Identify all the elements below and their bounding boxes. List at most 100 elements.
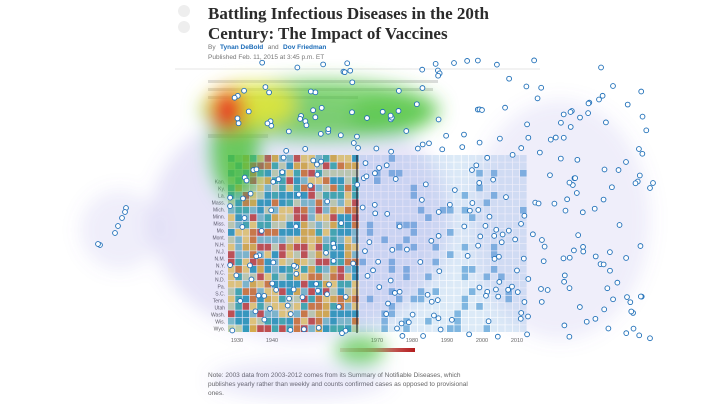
grid-cell	[447, 169, 454, 177]
fixation	[383, 311, 390, 317]
fixation	[561, 272, 568, 279]
grid-cell	[410, 317, 418, 325]
fixation	[227, 203, 233, 209]
fixations	[95, 57, 656, 342]
fixation	[295, 191, 302, 198]
fixation	[372, 210, 379, 217]
grid-cell	[454, 325, 461, 332]
fixation	[247, 262, 253, 269]
fixation	[623, 159, 629, 165]
fixation	[567, 124, 574, 130]
grid-cell	[439, 295, 447, 303]
state-label: Wyo.	[214, 326, 225, 332]
grid-cell	[461, 273, 469, 281]
year-label: 1990	[441, 338, 453, 344]
fixation	[484, 154, 491, 161]
fixation	[491, 255, 498, 262]
fixation	[435, 209, 442, 215]
grid-cell	[395, 310, 403, 318]
fixation	[283, 148, 290, 154]
grid-cell	[468, 243, 476, 251]
fixation	[637, 243, 644, 249]
fixation	[403, 128, 410, 134]
fixation	[636, 146, 642, 152]
fixation	[95, 241, 101, 247]
fixation	[636, 332, 643, 339]
fixation	[459, 144, 466, 150]
grid-cell	[403, 325, 410, 332]
fixation	[561, 322, 568, 329]
fixation	[571, 247, 577, 254]
fixation	[331, 244, 338, 251]
fixation	[372, 170, 378, 177]
fixation	[544, 287, 551, 293]
fixation	[537, 149, 543, 156]
twitter-icon[interactable]	[178, 5, 190, 17]
grid-cell	[461, 288, 469, 295]
fixation	[379, 108, 386, 115]
grid-cell	[447, 162, 454, 170]
fixation	[551, 200, 558, 207]
fixation	[405, 319, 412, 326]
fixation	[231, 94, 238, 101]
fixation	[494, 333, 501, 340]
fixation	[518, 310, 525, 316]
year-label: 1940	[266, 338, 278, 344]
fixation	[325, 126, 332, 133]
fixation	[387, 112, 394, 119]
fixation	[577, 304, 583, 310]
author[interactable]: Tynan DeBold	[220, 44, 263, 51]
grid-cell	[410, 303, 418, 310]
fixation	[574, 156, 581, 163]
fixation	[449, 316, 455, 323]
fixation	[301, 326, 307, 333]
fixation	[615, 167, 622, 173]
fixation	[477, 233, 484, 240]
fixation	[318, 105, 325, 111]
author[interactable]: Dov Friedman	[283, 44, 326, 51]
facebook-icon[interactable]	[178, 21, 190, 33]
fixation	[603, 119, 609, 126]
fixation	[464, 252, 471, 259]
fixation	[342, 294, 349, 300]
grid-cell	[439, 273, 447, 281]
grid-cell	[447, 303, 454, 310]
fixation	[497, 135, 503, 142]
fixation	[600, 196, 607, 203]
grid-cell	[447, 214, 454, 221]
fixation	[324, 291, 330, 298]
grid-cell	[447, 310, 454, 318]
fixation	[290, 286, 297, 293]
fixation	[119, 215, 125, 221]
grid-cell	[447, 295, 454, 303]
published-date: Published Feb. 11, 2015 at 3:45 p.m. ET	[208, 54, 324, 61]
grid-cell	[461, 243, 469, 251]
fixation	[362, 160, 369, 166]
fixation	[409, 311, 416, 318]
fixation	[266, 89, 272, 96]
fixation	[389, 246, 396, 253]
fixation	[419, 85, 426, 91]
grid-cell	[454, 206, 461, 214]
fixation	[609, 184, 615, 191]
fixation	[363, 173, 370, 180]
byline-prefix: By	[208, 44, 216, 51]
grid-cell	[439, 169, 447, 177]
grid-cell	[461, 199, 469, 207]
fixation	[396, 288, 403, 295]
grid-cell	[432, 155, 439, 162]
grid-cell	[439, 280, 447, 288]
fixation	[467, 207, 473, 214]
fixation	[291, 262, 297, 269]
fixation	[435, 116, 442, 123]
fixation	[267, 305, 273, 312]
grid-cell	[454, 258, 461, 266]
grid-cell	[425, 303, 432, 310]
grid-cell	[461, 303, 469, 310]
grid-cell	[498, 317, 505, 325]
grid-cell	[395, 317, 403, 325]
grid-cell	[468, 317, 476, 325]
fixation	[616, 222, 623, 228]
fixation	[598, 64, 604, 71]
